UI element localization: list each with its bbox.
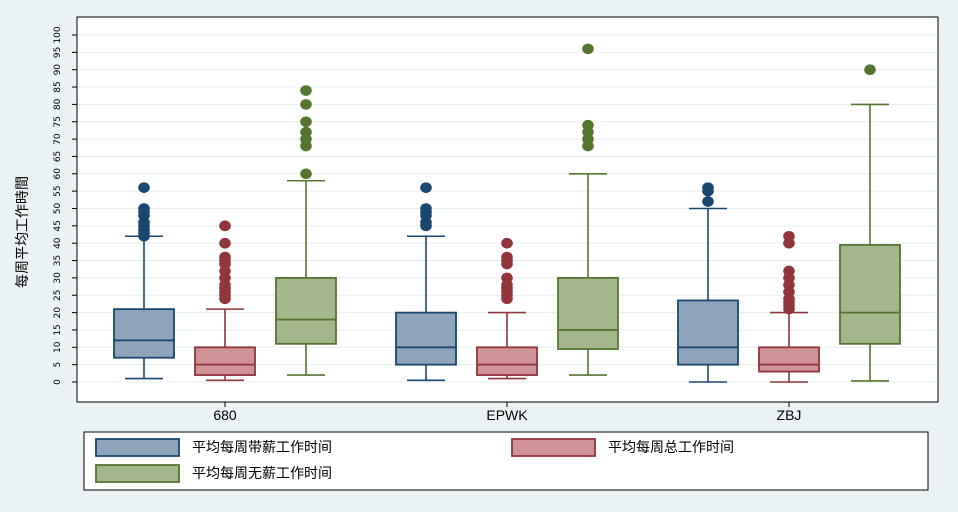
outlier-point: [702, 196, 714, 207]
legend-label: 平均每周无薪工作时间: [192, 466, 332, 482]
legend-frame: [83, 431, 929, 491]
outlier-point: [219, 251, 231, 263]
box-0-0: [113, 182, 175, 380]
box-2-1: [557, 43, 619, 376]
outlier-point: [501, 237, 513, 249]
box-iqr: [395, 311, 457, 366]
y-tick-label: 40: [53, 237, 63, 249]
y-tick-label: 70: [53, 133, 63, 145]
box-iqr: [839, 244, 901, 345]
legend-swatch: [511, 438, 596, 457]
legend-label: 平均每周带薪工作时间: [192, 440, 332, 456]
y-tick-label: 35: [53, 255, 63, 266]
box-2-2: [839, 64, 901, 382]
y-axis-label: 每周平均工作時間: [15, 176, 31, 288]
outlier-point: [501, 251, 513, 263]
legend-item-2: 平均每周无薪工作时间: [95, 464, 332, 483]
legend-label: 平均每周总工作时间: [608, 440, 734, 456]
box-1-0: [194, 220, 256, 382]
outlier-point: [783, 265, 795, 277]
y-tick-label: 90: [53, 64, 63, 76]
outlier-point: [300, 116, 312, 128]
box-iqr: [557, 276, 619, 350]
outlier-point: [300, 126, 312, 138]
outlier-point: [783, 230, 795, 242]
box-iqr: [275, 276, 337, 345]
y-tick-label: 0: [53, 379, 63, 385]
box-iqr: [194, 346, 256, 376]
legend-swatch: [95, 438, 180, 457]
box-iqr: [476, 346, 538, 376]
legend-item-1: 平均每周总工作时间: [511, 438, 734, 457]
box-iqr: [677, 299, 739, 366]
outlier-point: [138, 203, 150, 214]
y-tick-label: 65: [53, 151, 63, 162]
x-axis: 680 EPWK ZBJ: [77, 401, 938, 423]
box-1-2: [758, 230, 820, 383]
y-tick-label: 10: [53, 341, 63, 353]
legend-item-0: 平均每周带薪工作时间: [95, 438, 332, 457]
box-iqr: [113, 308, 175, 359]
legend-swatch: [95, 464, 180, 483]
y-tick-label: 80: [53, 98, 63, 110]
y-tick-label: 25: [53, 290, 63, 301]
outlier-point: [300, 99, 312, 110]
box-1-1: [476, 237, 538, 380]
outlier-point: [501, 272, 513, 284]
outlier-point: [138, 182, 150, 193]
y-tick-label: 95: [53, 47, 63, 58]
box-0-1: [395, 182, 457, 382]
box-iqr: [758, 346, 820, 373]
outlier-point: [582, 119, 594, 131]
y-tick-label: 60: [53, 168, 63, 180]
x-tick-label: ZBJ: [777, 407, 802, 423]
y-tick-label: 30: [53, 272, 63, 284]
outlier-point: [300, 85, 312, 96]
y-tick-label: 20: [53, 307, 63, 319]
y-tick-label: 15: [53, 324, 63, 335]
boxes: [113, 43, 901, 383]
box-0-2: [677, 182, 739, 383]
x-tick-label: EPWK: [486, 407, 528, 423]
y-axis: 0 5 10 15 20 25 30 35 40 45 50 55 60 65 70 75 80 85 90 95 10…: [53, 17, 78, 402]
outlier-point: [864, 64, 876, 75]
outlier-point: [219, 220, 231, 232]
y-tick-label: 55: [53, 185, 63, 196]
y-tick-label: 85: [53, 81, 63, 92]
y-tick-label: 75: [53, 116, 63, 127]
outlier-point: [582, 43, 594, 55]
x-tick-label: 680: [213, 407, 237, 423]
y-tick-label: 5: [53, 362, 63, 368]
outlier-point: [420, 203, 432, 214]
outlier-point: [219, 237, 231, 249]
y-tick-label: 100: [53, 26, 63, 43]
y-tick-label: 45: [53, 220, 63, 231]
outlier-point: [300, 168, 312, 180]
outlier-point: [420, 182, 432, 193]
outlier-point: [702, 182, 714, 193]
box-2-0: [275, 85, 337, 376]
y-tick-label: 50: [53, 203, 63, 215]
